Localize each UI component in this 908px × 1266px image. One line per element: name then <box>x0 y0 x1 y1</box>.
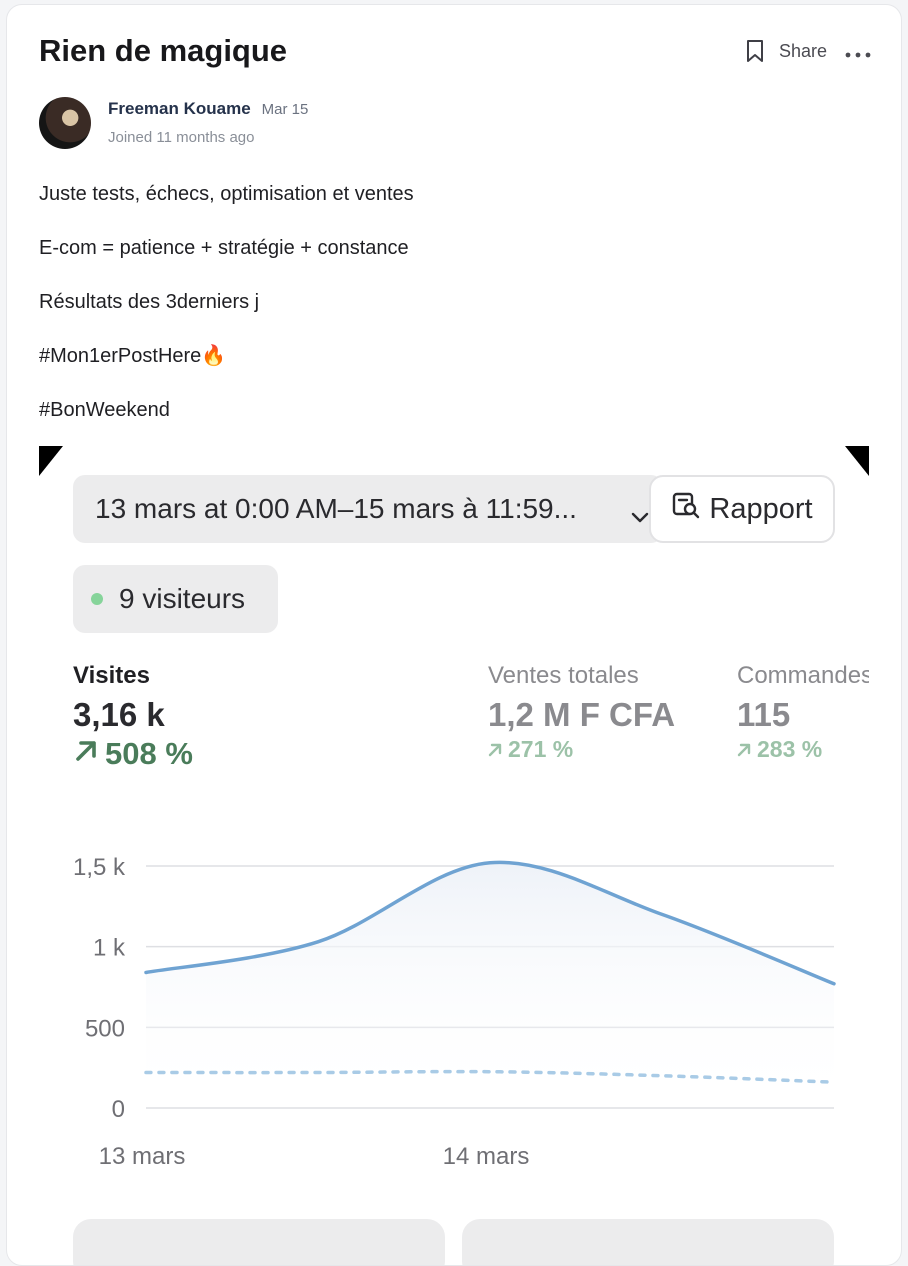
metric-change: 508 % <box>105 736 193 771</box>
y-tick-label: 1 k <box>93 935 126 962</box>
joined-text: Joined 11 months ago <box>108 129 255 146</box>
summary-card[interactable] <box>73 1219 445 1265</box>
metric-label: Ventes totales <box>488 662 639 689</box>
visits-line-chart: 0 500 1 k 1,5 k 13 mars 14 mars <box>73 854 836 1170</box>
avatar[interactable] <box>39 97 91 149</box>
metric-label: Visites <box>73 662 150 689</box>
metric-label: Commandes <box>737 662 869 689</box>
report-label: Rapport <box>709 492 813 525</box>
x-tick-label: 14 mars <box>443 1143 530 1170</box>
corner-mask <box>845 446 869 476</box>
y-tick-label: 0 <box>112 1096 125 1123</box>
corner-mask <box>39 446 63 476</box>
more-icon[interactable] <box>845 38 871 64</box>
report-button[interactable]: Rapport <box>649 475 835 543</box>
analytics-screenshot: 13 mars at 0:00 AM–15 mars à 11:59... Ra… <box>39 446 869 1265</box>
series-area <box>146 862 834 1108</box>
post-title: Rien de magique <box>39 33 288 68</box>
arrow-up-right-icon <box>488 736 502 763</box>
author-block: Freeman Kouame Mar 15 Joined 11 months a… <box>39 97 308 149</box>
metric-orders[interactable]: Commandes 115 283 % <box>737 662 869 763</box>
post-line: Juste tests, échecs, optimisation et ven… <box>39 183 414 205</box>
visitors-count: 9 visiteurs <box>119 583 246 614</box>
author-name[interactable]: Freeman Kouame <box>108 99 251 118</box>
x-tick-label: 13 mars <box>99 1143 186 1170</box>
y-tick-label: 500 <box>85 1015 125 1042</box>
post-line: #Mon1erPostHere🔥 <box>39 345 227 367</box>
summary-card[interactable] <box>462 1219 834 1265</box>
share-button[interactable]: Share <box>778 40 827 61</box>
series-line-comparison <box>144 1069 836 1084</box>
metric-value: 3,16 k <box>73 696 165 733</box>
post-line: E-com = patience + stratégie + constance <box>39 237 409 259</box>
report-search-icon <box>671 490 701 528</box>
post-line: #BonWeekend <box>39 399 170 421</box>
live-visitors-badge[interactable]: 9 visiteurs <box>73 565 278 633</box>
metric-value: 115 <box>737 696 791 733</box>
y-tick-label: 1,5 k <box>73 854 126 881</box>
chevron-down-icon <box>631 499 649 531</box>
bookmark-icon[interactable] <box>745 37 765 65</box>
live-dot <box>91 593 103 605</box>
arrow-up-right-icon <box>73 736 99 772</box>
date-range-text: 13 mars at 0:00 AM–15 mars à 11:59... <box>95 493 577 524</box>
metric-change: 271 % <box>508 736 574 762</box>
post-actions: Share <box>745 37 871 65</box>
post-line: Résultats des 3derniers j <box>39 291 260 313</box>
metric-total-sales[interactable]: Ventes totales 1,2 M F CFA 271 % <box>488 662 708 763</box>
arrow-up-right-icon <box>737 736 751 763</box>
metric-change: 283 % <box>757 736 823 762</box>
date-range-selector[interactable]: 13 mars at 0:00 AM–15 mars à 11:59... <box>73 475 663 543</box>
metric-value: 1,2 M F CFA <box>488 696 676 733</box>
post-card: Rien de magique Share Freeman Kouame Mar… <box>6 4 902 1266</box>
metric-visits[interactable]: Visites 3,16 k 508 % <box>73 662 373 772</box>
post-date: Mar 15 <box>261 101 309 118</box>
series-line-current <box>144 860 836 986</box>
post-body: Juste tests, échecs, optimisation et ven… <box>39 183 879 453</box>
